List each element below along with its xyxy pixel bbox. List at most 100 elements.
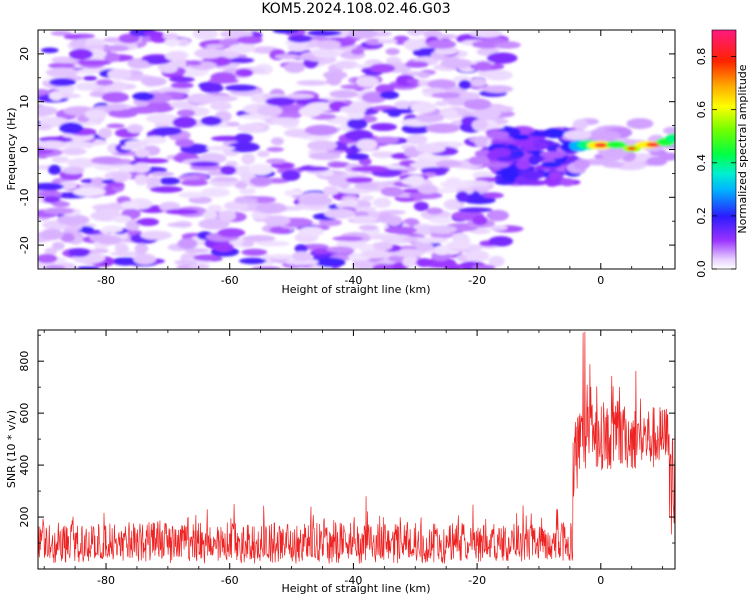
x-tick-label: -80 bbox=[97, 274, 115, 287]
spectral-blob bbox=[471, 264, 496, 269]
spectral-blob bbox=[236, 36, 263, 44]
spectral-blob bbox=[420, 167, 450, 173]
spectral-blob bbox=[541, 151, 566, 159]
spectral-blob bbox=[425, 123, 460, 134]
spectral-blob bbox=[313, 248, 331, 255]
spectral-blob bbox=[491, 105, 514, 113]
spectral-blob bbox=[164, 51, 186, 61]
spectral-blob bbox=[52, 241, 65, 251]
spectral-blob bbox=[372, 263, 394, 269]
spectral-blob bbox=[342, 198, 359, 207]
spectral-blob bbox=[220, 165, 237, 175]
spectral-blob bbox=[92, 203, 124, 211]
spectral-blob bbox=[225, 160, 238, 167]
spectral-blob bbox=[452, 232, 469, 243]
spectral-blob bbox=[205, 145, 236, 151]
spectral-blob bbox=[373, 136, 400, 144]
colorbar: 0.0 0.2 0.4 0.6 0.8 Normalized spectral ampl… bbox=[695, 29, 749, 278]
spectral-blob bbox=[58, 84, 75, 94]
spectral-blob bbox=[483, 37, 508, 44]
spectral-blob bbox=[373, 197, 392, 208]
spectral-blob bbox=[132, 162, 151, 173]
spectral-blob bbox=[416, 237, 449, 244]
spectral-blob bbox=[425, 257, 457, 269]
spectral-blob bbox=[178, 191, 206, 199]
spectral-blob bbox=[307, 30, 342, 37]
spectral-blob bbox=[184, 248, 210, 254]
spectral-blob bbox=[329, 89, 359, 99]
spectral-blob bbox=[594, 143, 607, 148]
spectral-blob bbox=[488, 236, 513, 247]
spectral-blob bbox=[298, 195, 333, 206]
spectral-blob bbox=[149, 186, 183, 193]
spectral-blob bbox=[227, 142, 260, 153]
spectral-blob bbox=[152, 126, 183, 136]
spectral-blob bbox=[234, 133, 254, 144]
spectral-blob bbox=[200, 116, 222, 126]
spectral-blob bbox=[105, 103, 128, 111]
spectral-blob bbox=[68, 248, 90, 257]
spectral-blob bbox=[458, 207, 493, 213]
spectral-blob bbox=[38, 105, 58, 116]
spectral-blob bbox=[133, 253, 157, 265]
spectral-blob bbox=[489, 225, 508, 231]
spectral-blob bbox=[201, 187, 230, 198]
spectral-blob bbox=[486, 130, 510, 140]
spectral-blob bbox=[170, 82, 194, 89]
x-tick-label: -40 bbox=[344, 574, 362, 587]
spectral-blob bbox=[41, 47, 59, 54]
spectral-blob bbox=[512, 140, 534, 148]
spectral-blob bbox=[158, 177, 181, 185]
spectral-blob bbox=[263, 215, 291, 226]
spectral-blob bbox=[177, 238, 198, 250]
spectral-blob bbox=[431, 92, 462, 99]
spectral-blob bbox=[242, 235, 276, 242]
spectral-blob bbox=[50, 30, 72, 36]
spectral-blob bbox=[68, 141, 94, 148]
x-tick-label: -40 bbox=[344, 274, 362, 287]
spectral-blob bbox=[665, 133, 675, 143]
spectral-blob bbox=[56, 214, 90, 226]
spectral-blob bbox=[394, 100, 412, 109]
spectral-blob bbox=[384, 226, 417, 234]
spectral-blob bbox=[434, 100, 449, 107]
spectral-blob bbox=[225, 84, 257, 92]
spectral-blob bbox=[497, 156, 515, 162]
colorbar-gradient bbox=[712, 30, 736, 269]
spectral-blob bbox=[287, 34, 313, 43]
spectral-blob bbox=[111, 257, 140, 266]
spectral-blob bbox=[663, 126, 675, 135]
spectral-blob bbox=[38, 140, 67, 150]
spectral-blob bbox=[541, 161, 562, 168]
spectral-blob bbox=[128, 59, 150, 69]
spectral-blob bbox=[286, 93, 315, 99]
spectral-blob bbox=[38, 190, 63, 199]
spectral-blob bbox=[440, 58, 474, 69]
spectral-blob bbox=[482, 85, 514, 94]
spectral-blob bbox=[532, 141, 545, 150]
y-tick-label: 20 bbox=[18, 47, 31, 61]
spectral-blob bbox=[84, 45, 108, 51]
spectral-blob bbox=[458, 79, 472, 90]
spectral-blob bbox=[67, 158, 96, 169]
y-tick-label: -20 bbox=[18, 236, 31, 254]
y-tick-label: 200 bbox=[18, 507, 31, 528]
spectral-blob bbox=[469, 30, 503, 38]
spectral-blob bbox=[346, 118, 368, 130]
spectral-blob bbox=[338, 187, 373, 194]
spectral-blob bbox=[143, 56, 171, 65]
spectral-blob bbox=[308, 152, 341, 160]
spectral-blob bbox=[350, 48, 365, 55]
spectral-blob bbox=[83, 75, 98, 81]
x-tick-label: -20 bbox=[468, 574, 486, 587]
spectral-blob bbox=[77, 59, 112, 66]
spectral-blob bbox=[75, 82, 99, 91]
spectral-blob bbox=[348, 30, 378, 39]
spectral-blob bbox=[345, 176, 373, 184]
spectral-blob bbox=[167, 222, 193, 228]
spectral-blob bbox=[226, 121, 240, 127]
spectrogram-x-label: Height of straight line (km) bbox=[281, 283, 430, 296]
spectral-blob bbox=[381, 234, 414, 244]
spectral-blob bbox=[307, 140, 338, 151]
